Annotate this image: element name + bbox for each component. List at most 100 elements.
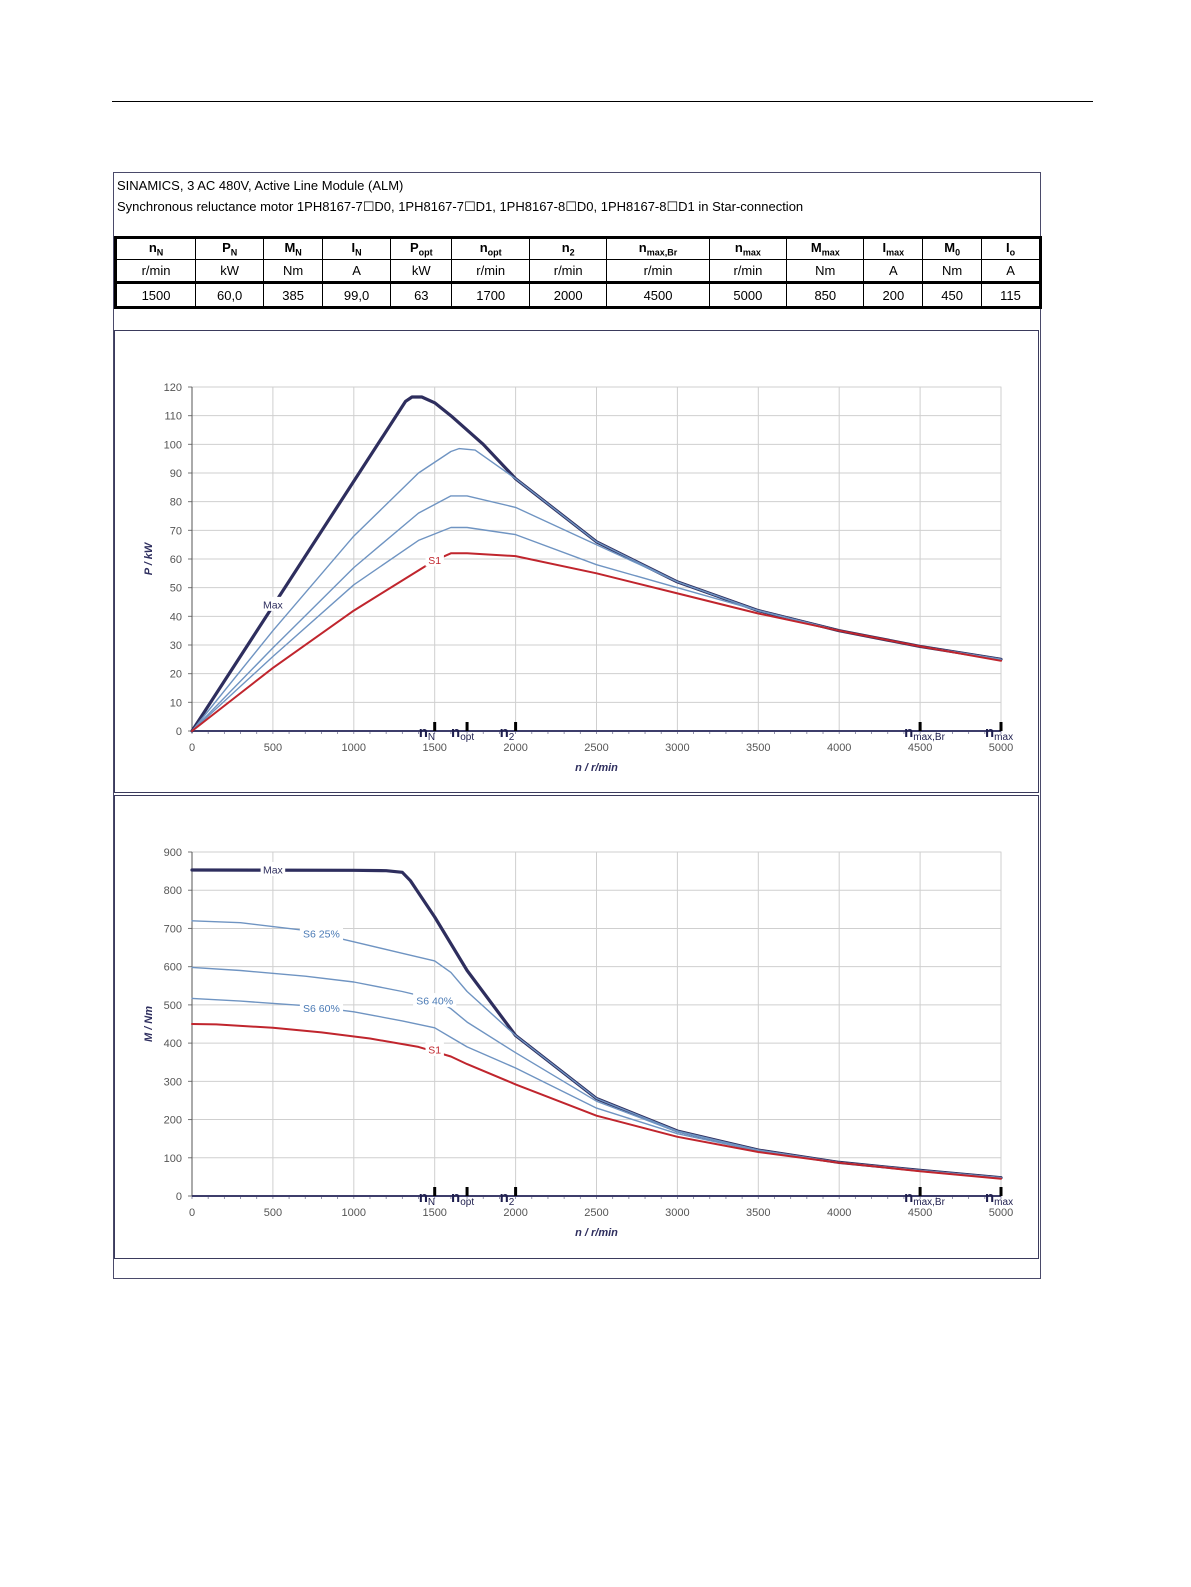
speed-marker-sub: max,Br bbox=[913, 1197, 945, 1208]
datasheet-frame: SINAMICS, 3 AC 480V, Active Line Module … bbox=[113, 172, 1042, 1279]
x-tick-label: 4000 bbox=[827, 1207, 851, 1219]
y-tick-label: 30 bbox=[170, 640, 182, 652]
spec-unit-4: kW bbox=[390, 259, 453, 283]
annotation-bg bbox=[260, 596, 286, 611]
y-tick-label: 0 bbox=[176, 1191, 182, 1203]
spec-unit-8: r/min bbox=[708, 259, 788, 283]
series-line-s1 bbox=[191, 552, 1002, 732]
x-tick-label: 0 bbox=[189, 1207, 195, 1219]
spec-unit-11: Nm bbox=[922, 259, 983, 283]
spec-value-2: 385 bbox=[263, 281, 324, 309]
x-tick-label: 5000 bbox=[989, 1207, 1013, 1219]
y-tick-label: 100 bbox=[164, 439, 182, 451]
y-tick-label: 70 bbox=[170, 525, 182, 537]
spec-unit-9: Nm bbox=[786, 259, 865, 283]
speed-marker-sub: opt bbox=[460, 732, 474, 743]
spec-symbol-7: nmax,Br bbox=[606, 236, 710, 260]
speed-marker-sub: 2 bbox=[509, 732, 515, 743]
annotation-bg bbox=[260, 861, 286, 876]
annotation-label: S6 40% bbox=[416, 996, 453, 1008]
power-chart-panel: 0 500 1000 1500 2000 2500 3000 3500 4000 4500 5000… bbox=[114, 330, 1039, 793]
spec-symbol-4: Popt bbox=[390, 236, 453, 260]
annotation-label: S1 bbox=[428, 555, 441, 567]
speed-marker-sub: opt bbox=[460, 1197, 474, 1208]
y-tick-label: 200 bbox=[164, 1115, 182, 1127]
y-tick-label: 500 bbox=[164, 1000, 182, 1012]
x-tick-label: 2000 bbox=[503, 1207, 527, 1219]
x-tick-label: 4500 bbox=[908, 742, 932, 754]
y-tick-label: 300 bbox=[164, 1076, 182, 1088]
x-tick-label: 2500 bbox=[584, 1207, 608, 1219]
annotation-bg bbox=[413, 993, 457, 1008]
y-tick-label: 100 bbox=[164, 1153, 182, 1165]
spec-symbol-10: Imax bbox=[863, 236, 924, 260]
spec-symbol-6: n2 bbox=[528, 236, 608, 260]
spec-symbol-12: Io bbox=[981, 236, 1042, 260]
spec-value-4: 63 bbox=[390, 281, 453, 309]
x-tick-label: 500 bbox=[264, 1207, 282, 1219]
y-tick-label: 60 bbox=[170, 554, 182, 566]
spec-symbol-1: PN bbox=[195, 236, 265, 260]
spec-value-5: 1700 bbox=[451, 281, 530, 309]
spec-unit-3: A bbox=[322, 259, 392, 283]
y-tick-label: 400 bbox=[164, 1038, 182, 1050]
spec-unit-0: r/min bbox=[113, 259, 197, 283]
annotation-label: Max bbox=[263, 599, 284, 611]
y-axis-label: P / kW bbox=[143, 541, 155, 575]
spec-value-7: 4500 bbox=[606, 281, 710, 309]
x-tick-label: 4000 bbox=[827, 742, 851, 754]
y-axis-label: M / Nm bbox=[143, 1006, 155, 1042]
spec-unit-6: r/min bbox=[528, 259, 608, 283]
y-tick-label: 110 bbox=[164, 411, 182, 423]
spec-value-9: 850 bbox=[786, 281, 865, 309]
y-tick-label: 50 bbox=[170, 583, 182, 595]
speed-marker-sub: N bbox=[428, 1197, 435, 1208]
x-tick-label: 2000 bbox=[503, 742, 527, 754]
spec-unit-7: r/min bbox=[606, 259, 710, 283]
spec-value-1: 60,0 bbox=[195, 281, 265, 309]
torque-chart-panel: 0 500 1000 1500 2000 2500 3000 3500 4000 4500 5000… bbox=[114, 795, 1039, 1259]
speed-marker-sub: max bbox=[994, 1197, 1013, 1208]
spec-unit-1: kW bbox=[195, 259, 265, 283]
y-tick-label: 80 bbox=[170, 497, 182, 509]
x-tick-label: 1500 bbox=[422, 1207, 446, 1219]
y-tick-label: 120 bbox=[164, 382, 182, 394]
x-tick-label: 4500 bbox=[908, 1207, 932, 1219]
spec-symbol-9: Mmax bbox=[786, 236, 865, 260]
spec-symbol-11: M0 bbox=[922, 236, 983, 260]
x-axis-label: n / r/min bbox=[575, 762, 618, 774]
speed-marker-sub: 2 bbox=[509, 1197, 515, 1208]
y-tick-label: 700 bbox=[164, 923, 182, 935]
series-line-s1 bbox=[191, 1023, 1002, 1180]
x-tick-label: 1000 bbox=[342, 1207, 366, 1219]
spec-symbol-row: nN PN MN IN Popt nopt n2 nmax,Br nmax Mmax Imax M0 I… bbox=[113, 236, 1042, 260]
annotation-bg bbox=[299, 926, 344, 941]
y-tick-label: 40 bbox=[170, 611, 182, 623]
spec-symbol-5: nopt bbox=[451, 236, 530, 260]
x-tick-label: 2500 bbox=[584, 742, 608, 754]
spec-value-12: 115 bbox=[981, 281, 1042, 309]
x-tick-label: 0 bbox=[189, 742, 195, 754]
spec-unit-12: A bbox=[981, 259, 1042, 283]
y-tick-label: 800 bbox=[164, 885, 182, 897]
speed-marker-sub: max,Br bbox=[913, 732, 945, 743]
y-tick-label: 90 bbox=[170, 468, 182, 480]
annotation-label: S6 25% bbox=[303, 929, 340, 941]
header-motor-types: Synchronous reluctance motor 1PH8167-7☐D… bbox=[117, 199, 804, 214]
y-tick-label: 600 bbox=[164, 962, 182, 974]
x-tick-label: 500 bbox=[264, 742, 282, 754]
x-axis-label: n / r/min bbox=[575, 1227, 618, 1239]
annotation-bg bbox=[299, 1000, 344, 1015]
spec-table: nN PN MN IN Popt nopt n2 nmax,Br nmax Mmax Imax M0 I… bbox=[113, 236, 1042, 309]
power-chart: 0 500 1000 1500 2000 2500 3000 3500 4000 4500 5000… bbox=[143, 382, 1013, 774]
spec-symbol-0: nN bbox=[113, 236, 197, 260]
x-tick-label: 3500 bbox=[746, 1207, 770, 1219]
annotation-bg bbox=[425, 1041, 444, 1056]
x-tick-label: 3000 bbox=[665, 1207, 689, 1219]
speed-marker-sub: N bbox=[428, 732, 435, 743]
header-drive-system: SINAMICS, 3 AC 480V, Active Line Module … bbox=[117, 178, 404, 193]
x-tick-label: 3000 bbox=[665, 742, 689, 754]
x-tick-label: 1000 bbox=[342, 742, 366, 754]
annotation-label: S6 60% bbox=[303, 1003, 340, 1015]
